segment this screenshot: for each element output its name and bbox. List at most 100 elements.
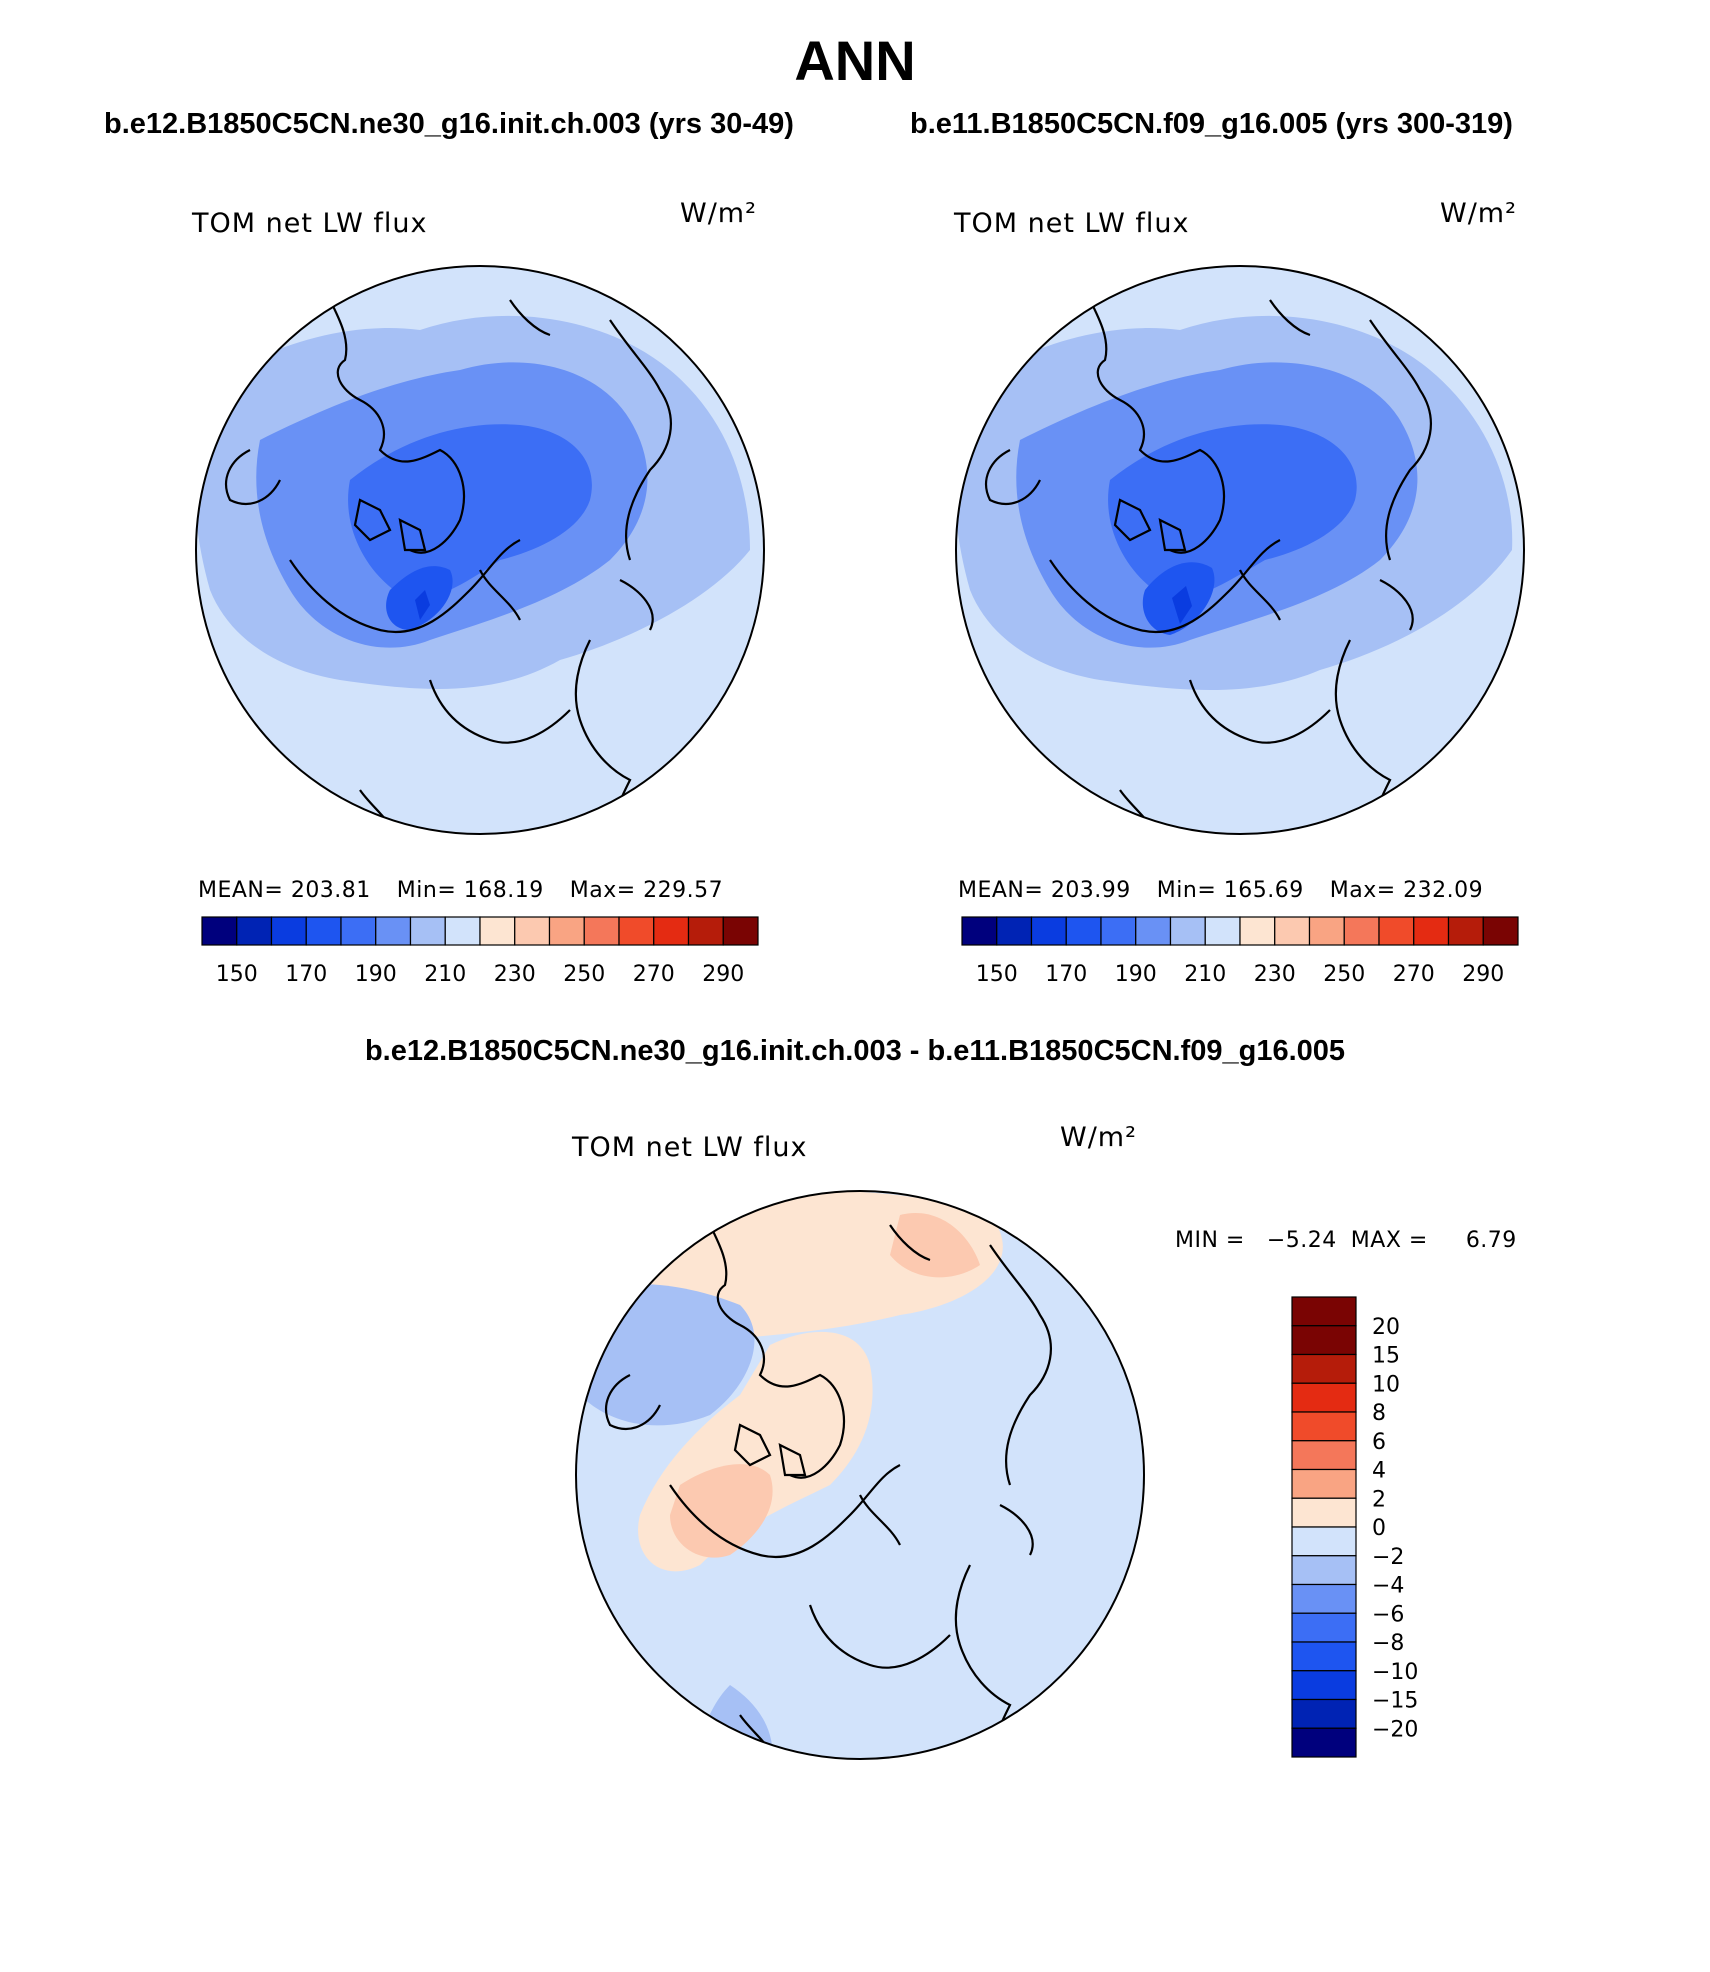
colorbar-tick-label: 10 <box>1372 1372 1400 1397</box>
left-case-title: b.e12.B1850C5CN.ne30_g16.init.ch.003 (yr… <box>104 108 794 140</box>
left-polar-map <box>195 265 765 835</box>
left-stats: MEAN= 203.81 Min= 168.19 Max= 229.57 <box>198 878 749 903</box>
colorbar-box <box>236 916 273 946</box>
colorbar-box <box>1291 1296 1357 1327</box>
colorbar-tick-label: −4 <box>1372 1574 1404 1599</box>
colorbar-tick-label: −2 <box>1372 1545 1404 1570</box>
colorbar-box <box>1291 1440 1357 1471</box>
map-field-level6 <box>415 590 430 620</box>
map-boundary-circle <box>195 265 765 835</box>
colorbar-box <box>1291 1497 1357 1528</box>
colorbar-box <box>1308 916 1345 946</box>
colorbar-box <box>1239 916 1276 946</box>
colorbar-tick-label: 6 <box>1372 1430 1386 1455</box>
colorbar-box <box>548 916 585 946</box>
map-field-level4 <box>1108 424 1357 600</box>
colorbar-tick-label: 150 <box>216 962 258 987</box>
map-boundary-circle <box>955 265 1525 835</box>
right-units-label: W/m² <box>1440 198 1517 229</box>
right-case-title: b.e11.B1850C5CN.f09_g16.005 (yrs 300-319… <box>910 108 1513 140</box>
right-stats: MEAN= 203.99 Min= 165.69 Max= 232.09 <box>958 878 1509 903</box>
colorbar-box <box>1413 916 1450 946</box>
diff-max-label: MAX = <box>1350 1228 1428 1253</box>
colorbar-box <box>1291 1670 1357 1701</box>
right-min: Min= 165.69 <box>1156 878 1304 903</box>
colorbar-box <box>1291 1411 1357 1442</box>
colorbar-tick-label: 230 <box>1254 962 1296 987</box>
colorbar-tick-label: 270 <box>633 962 675 987</box>
colorbar-box <box>996 916 1033 946</box>
colorbar-box <box>1378 916 1415 946</box>
colorbar-box <box>1482 916 1519 946</box>
map-field-level4 <box>348 424 592 600</box>
colorbar-box <box>1291 1325 1357 1356</box>
colorbar-box <box>514 916 551 946</box>
colorbar-box <box>618 916 655 946</box>
colorbar-box <box>687 916 724 946</box>
colorbar-box <box>1447 916 1484 946</box>
left-mean: MEAN= 203.81 <box>198 878 371 903</box>
colorbar-box <box>201 916 238 946</box>
colorbar-box <box>1274 916 1311 946</box>
right-mean: MEAN= 203.99 <box>958 878 1131 903</box>
right-variable-label: TOM net LW flux <box>954 208 1190 239</box>
colorbar-box <box>722 916 759 946</box>
left-colorbar: 150 170 190 210 230 250 270 290 <box>201 916 759 987</box>
map-coastlines <box>225 299 672 834</box>
colorbar-tick-label: 190 <box>355 962 397 987</box>
colorbar-box <box>340 916 377 946</box>
colorbar-tick-label: 290 <box>702 962 744 987</box>
colorbar-tick-label: 0 <box>1372 1516 1386 1541</box>
left-units-label: W/m² <box>680 198 757 229</box>
diff-min-value: −5.24 <box>1266 1228 1337 1253</box>
left-max: Max= 229.57 <box>569 878 724 903</box>
colorbar-box <box>1065 916 1102 946</box>
colorbar-tick-label: 170 <box>285 962 327 987</box>
colorbar-box <box>1291 1641 1357 1672</box>
colorbar-box <box>305 916 342 946</box>
colorbar-tick-label: 4 <box>1372 1459 1386 1484</box>
colorbar-box <box>270 916 307 946</box>
colorbar-box <box>1291 1612 1357 1643</box>
colorbar-tick-label: −15 <box>1372 1689 1418 1714</box>
map-field-blue-west <box>580 1284 755 1426</box>
colorbar-tick-label: 250 <box>1323 962 1365 987</box>
colorbar-tick-label: 210 <box>1184 962 1226 987</box>
colorbar-tick-label: 20 <box>1372 1315 1400 1340</box>
colorbar-tick-label: 250 <box>563 962 605 987</box>
colorbar-tick-label: −10 <box>1372 1660 1418 1685</box>
colorbar-box <box>1204 916 1241 946</box>
colorbar-tick-label: 190 <box>1115 962 1157 987</box>
colorbar-box <box>653 916 690 946</box>
colorbar-tick-label: 170 <box>1045 962 1087 987</box>
left-variable-label: TOM net LW flux <box>192 208 428 239</box>
diff-variable-label: TOM net LW flux <box>572 1132 808 1163</box>
colorbar-tick-label: 8 <box>1372 1401 1386 1426</box>
colorbar-box <box>1343 916 1380 946</box>
colorbar-box <box>409 916 446 946</box>
colorbar-tick-label: 230 <box>494 962 536 987</box>
colorbar-box <box>1291 1583 1357 1614</box>
colorbar-tick-label: −8 <box>1372 1631 1404 1656</box>
map-field-peach2-north <box>890 1213 980 1278</box>
colorbar-box <box>961 916 998 946</box>
left-min: Min= 168.19 <box>396 878 544 903</box>
colorbar-box <box>583 916 620 946</box>
colorbar-tick-label: 2 <box>1372 1487 1386 1512</box>
colorbar-box <box>375 916 412 946</box>
colorbar-tick-label: −6 <box>1372 1602 1404 1627</box>
difference-title: b.e12.B1850C5CN.ne30_g16.init.ch.003 - b… <box>364 1035 1346 1067</box>
colorbar-box <box>1100 916 1137 946</box>
diff-max-value: 6.79 <box>1465 1228 1517 1253</box>
diff-units-label: W/m² <box>1060 1122 1137 1153</box>
colorbar-tick-label: 270 <box>1393 962 1435 987</box>
colorbar-box <box>1291 1727 1357 1758</box>
map-boundary-circle <box>575 1190 1145 1760</box>
colorbar-box <box>1135 916 1172 946</box>
colorbar-box <box>1030 916 1067 946</box>
right-max: Max= 232.09 <box>1329 878 1484 903</box>
colorbar-box <box>1291 1382 1357 1413</box>
diff-minmax: MIN = −5.24 MAX = 6.79 <box>1175 1228 1543 1253</box>
map-field-level6 <box>1172 586 1192 624</box>
colorbar-tick-label: 150 <box>976 962 1018 987</box>
